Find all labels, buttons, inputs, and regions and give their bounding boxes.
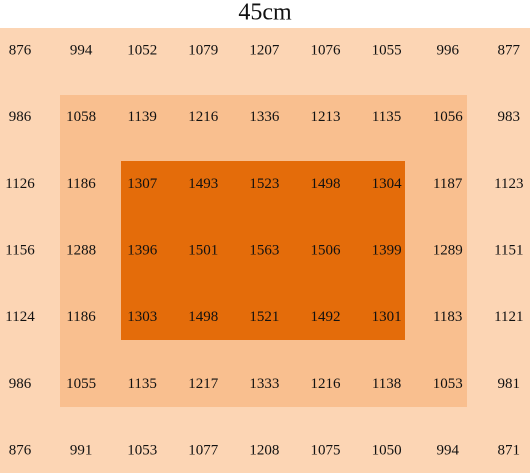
cell-value: 1156 bbox=[5, 243, 35, 259]
cell-value: 994 bbox=[70, 42, 93, 58]
cell-value: 1333 bbox=[249, 376, 279, 392]
cell-value: 986 bbox=[9, 376, 32, 392]
cell-value: 1056 bbox=[433, 109, 464, 125]
cell-value: 986 bbox=[9, 109, 32, 125]
cell-value: 1079 bbox=[188, 42, 218, 58]
cell-value: 1076 bbox=[311, 42, 342, 58]
title: 45cm bbox=[238, 0, 292, 26]
cell-value: 1075 bbox=[311, 443, 341, 459]
cell-value: 1336 bbox=[249, 109, 280, 125]
cell-value: 1498 bbox=[311, 176, 341, 192]
cell-value: 1216 bbox=[311, 376, 342, 392]
cell-value: 1052 bbox=[127, 42, 157, 58]
cell-value: 991 bbox=[70, 443, 93, 459]
cell-value: 1077 bbox=[188, 443, 219, 459]
cell-value: 1121 bbox=[494, 309, 523, 325]
cell-value: 1186 bbox=[66, 309, 96, 325]
cell-value: 1493 bbox=[188, 176, 218, 192]
cell-value: 1216 bbox=[188, 109, 219, 125]
cell-value: 1187 bbox=[433, 176, 463, 192]
cell-value: 1289 bbox=[433, 243, 463, 259]
cell-value: 994 bbox=[436, 443, 459, 459]
cell-value: 1126 bbox=[5, 176, 35, 192]
cell-value: 1123 bbox=[494, 176, 523, 192]
cell-value: 876 bbox=[9, 42, 32, 58]
cell-value: 1207 bbox=[249, 42, 280, 58]
cell-value: 1498 bbox=[188, 309, 218, 325]
cell-value: 1303 bbox=[127, 309, 157, 325]
cell-value: 1186 bbox=[66, 176, 96, 192]
cell-value: 1053 bbox=[433, 376, 463, 392]
cell-value: 1506 bbox=[311, 243, 342, 259]
cell-value: 1307 bbox=[127, 176, 158, 192]
cell-value: 876 bbox=[9, 443, 32, 459]
cell-value: 981 bbox=[498, 376, 521, 392]
inner-zone bbox=[121, 161, 405, 340]
cell-value: 871 bbox=[498, 443, 521, 459]
cell-value: 1138 bbox=[372, 376, 401, 392]
cell-value: 1213 bbox=[311, 109, 341, 125]
cell-value: 996 bbox=[436, 42, 459, 58]
cell-value: 1492 bbox=[311, 309, 341, 325]
cell-value: 1301 bbox=[372, 309, 402, 325]
cell-value: 1139 bbox=[127, 109, 156, 125]
cell-value: 1058 bbox=[66, 109, 96, 125]
cell-value: 1055 bbox=[66, 376, 96, 392]
cell-value: 1304 bbox=[372, 176, 403, 192]
cell-value: 1288 bbox=[66, 243, 96, 259]
cell-value: 1124 bbox=[5, 309, 35, 325]
cell-value: 1399 bbox=[372, 243, 402, 259]
cell-value: 1521 bbox=[249, 309, 279, 325]
cell-value: 1053 bbox=[127, 443, 157, 459]
cell-value: 1396 bbox=[127, 243, 158, 259]
cell-value: 1183 bbox=[433, 309, 462, 325]
cell-value: 877 bbox=[498, 42, 521, 58]
cell-value: 983 bbox=[498, 109, 521, 125]
cell-value: 1151 bbox=[494, 243, 523, 259]
cell-value: 1501 bbox=[188, 243, 218, 259]
cell-value: 1523 bbox=[249, 176, 279, 192]
cell-value: 1135 bbox=[372, 109, 401, 125]
cell-value: 1217 bbox=[188, 376, 219, 392]
cell-value: 1055 bbox=[372, 42, 402, 58]
cell-value: 1208 bbox=[249, 443, 279, 459]
cell-value: 1563 bbox=[249, 243, 279, 259]
cell-value: 1135 bbox=[127, 376, 156, 392]
cell-value: 1050 bbox=[372, 443, 402, 459]
